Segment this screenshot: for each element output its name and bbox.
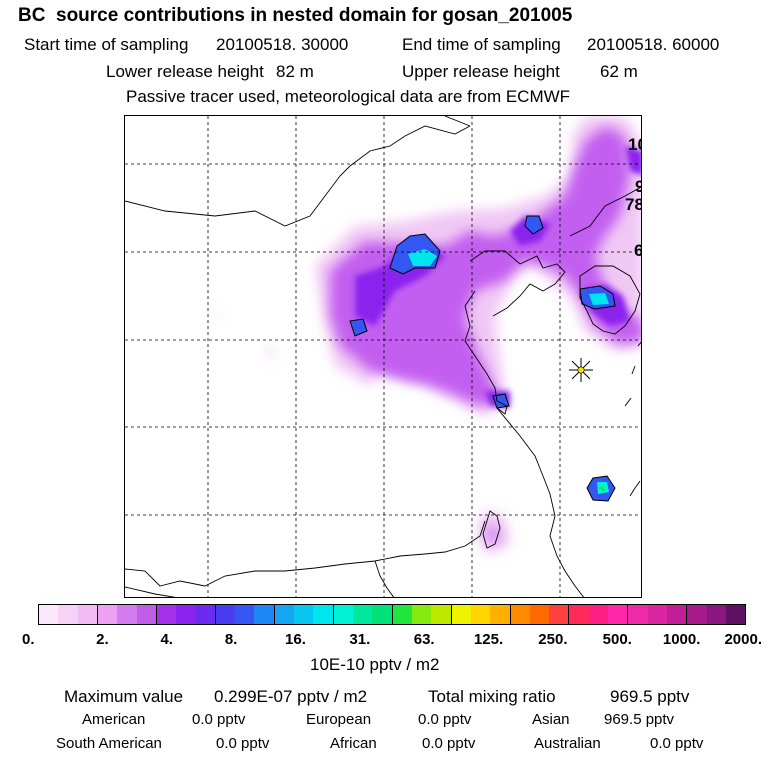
end-time-label: End time of sampling (402, 35, 561, 54)
colorbar-segment (706, 605, 726, 624)
start-time-value: 20100518. 30000 (216, 35, 349, 54)
colorbar (38, 604, 746, 625)
colorbar-tick-label: 250. (538, 631, 568, 648)
lower-height-label: Lower release height (106, 62, 264, 81)
map-edge-label: 6 (634, 242, 641, 259)
max-value: 0.299E-07 pptv / m2 (214, 687, 368, 706)
coastlines (125, 116, 641, 597)
upper-height-value: 62 m (600, 62, 638, 81)
total-mixing-value: 969.5 pptv (610, 687, 690, 706)
colorbar-segment (333, 605, 353, 624)
source-value: 0.0 pptv (216, 735, 270, 752)
map-panel: 10 9 78 6 (124, 115, 642, 598)
source-name: Australian (534, 735, 601, 752)
map-edge-label: 10 (628, 135, 641, 154)
total-mixing-label: Total mixing ratio (428, 687, 556, 706)
colorbar-segment (392, 605, 412, 624)
map-edge-label: 9 (635, 178, 641, 195)
colorbar-segment (470, 605, 491, 624)
upper-height-label: Upper release height (402, 62, 560, 81)
colorbar-segment (411, 605, 432, 624)
colorbar-tick-label: 8. (224, 631, 238, 648)
colorbar-segment (235, 605, 255, 624)
colorbar-segment (254, 605, 275, 624)
colorbar-segment (372, 605, 393, 624)
colorbar-segment (353, 605, 373, 624)
end-time-value: 20100518. 60000 (587, 35, 720, 54)
source-name: South American (56, 735, 162, 752)
colorbar-segment (588, 605, 609, 624)
max-value-label: Maximum value (64, 687, 184, 706)
colorbar-tick-label: 500. (602, 631, 632, 648)
colorbar-tick-label: 1000. (662, 631, 701, 648)
colorbar-segment (136, 605, 157, 624)
colorbar-segment (628, 605, 648, 624)
colorbar-segment (77, 605, 98, 624)
colorbar-tick-label: 31. (349, 631, 371, 648)
colorbar-tick-label: 125. (473, 631, 504, 648)
colorbar-segment (176, 605, 196, 624)
colorbar-segment (529, 605, 550, 624)
source-value: 0.0 pptv (418, 711, 472, 728)
latlon-grid (125, 116, 641, 597)
colorbar-segment (313, 605, 334, 624)
start-time-label: Start time of sampling (24, 35, 189, 54)
source-name: European (306, 711, 372, 728)
plume-hotspots (349, 215, 616, 502)
colorbar-tick-label: 4. (160, 631, 173, 648)
map-edge-label: 78 (625, 195, 641, 214)
source-value: 0.0 pptv (192, 711, 246, 728)
receptor-star-icon (569, 358, 593, 382)
colorbar-unit: 10E-10 pptv / m2 (310, 655, 440, 674)
colorbar-tick-label: 0. (22, 631, 35, 648)
colorbar-segment (490, 605, 511, 624)
colorbar-segment (451, 605, 471, 624)
colorbar-segment (725, 605, 746, 624)
colorbar-segment (510, 605, 530, 624)
colorbar-segment (667, 605, 688, 624)
colorbar-tick-label: 2000. (724, 631, 762, 648)
colorbar-segment (569, 605, 589, 624)
tracer-note: Passive tracer used, meteorological data… (126, 87, 571, 106)
colorbar-segment (608, 605, 629, 624)
colorbar-segment (294, 605, 314, 624)
colorbar-tick-label: 16. (285, 631, 306, 648)
source-name: Asian (532, 711, 570, 728)
plot-title: BC source contributions in nested domain… (18, 5, 573, 26)
source-value: 0.0 pptv (422, 735, 476, 752)
colorbar-segment (58, 605, 78, 624)
lower-height-value: 82 m (276, 62, 314, 81)
colorbar-segment (549, 605, 570, 624)
colorbar-segment (687, 605, 707, 624)
colorbar-tick-label: 63. (413, 631, 435, 648)
colorbar-segment (97, 605, 118, 624)
source-value: 969.5 pptv (604, 711, 675, 728)
source-name: American (82, 711, 146, 728)
colorbar-segment (215, 605, 236, 624)
map-canvas (125, 116, 641, 597)
colorbar-segment (647, 605, 667, 624)
colorbar-segment (117, 605, 137, 624)
colorbar-segment (156, 605, 177, 624)
source-name: African (330, 735, 377, 752)
colorbar-segment (274, 605, 295, 624)
colorbar-segment (431, 605, 452, 624)
colorbar-tick-label: 2. (96, 631, 109, 648)
source-value: 0.0 pptv (650, 735, 704, 752)
colorbar-segment (195, 605, 216, 624)
colorbar-segment (39, 605, 59, 624)
